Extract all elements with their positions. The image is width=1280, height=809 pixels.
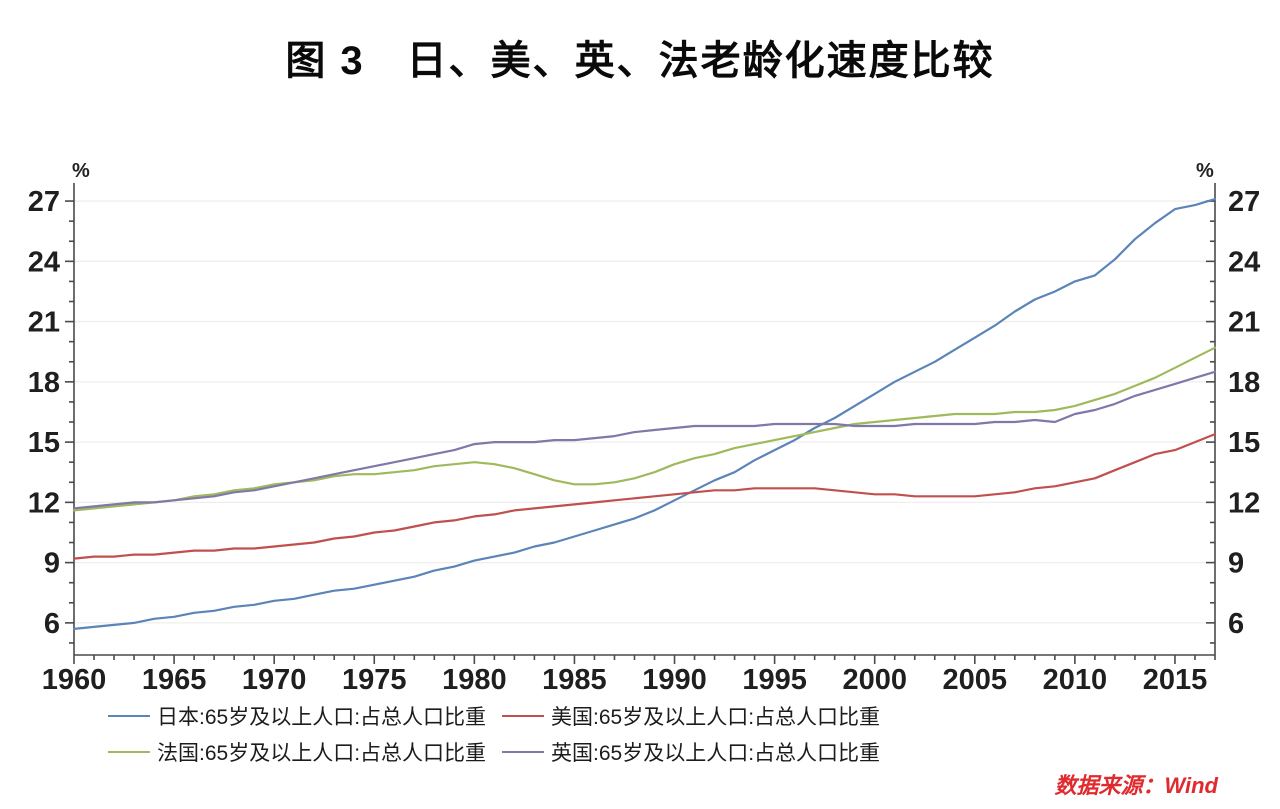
y-tick-label-left: 15 [28,427,60,459]
y-axis-unit-right: % [1196,160,1214,182]
x-tick-label: 1990 [642,664,707,696]
x-tick-label: 1960 [42,664,107,696]
y-tick-label-left: 24 [28,246,60,278]
japan-line-swatch [108,715,150,717]
y-tick-label-right: 21 [1228,307,1260,339]
x-tick-label: 2000 [842,664,907,696]
y-tick-label-left: 12 [28,487,60,519]
legend-item-uk: 英国:65岁及以上人口:占总人口比重 [502,737,880,767]
y-tick-label-left: 9 [44,548,60,580]
series-line-usa [72,433,1217,560]
x-tick-label: 2015 [1143,664,1208,696]
y-tick-label-left: 6 [44,608,60,640]
series-line-france [72,346,1217,512]
series-line-japan [72,198,1217,631]
y-tick-label-right: 18 [1228,367,1260,399]
axis-tick-labels: 6 6 9 9 12 12 15 15 18 18 21 21 24 24 27 27 1960 1965 1970… [28,186,1261,696]
x-tick-label: 1985 [542,664,607,696]
chart-title: 图 3 日、美、英、法老龄化速度比较 [285,39,995,83]
y-tick-label-left: 18 [28,367,60,399]
x-tick-label: 2005 [943,664,1008,696]
legend-item-france: 法国:65岁及以上人口:占总人口比重 [108,737,486,767]
y-axis-unit-left: % [72,160,90,182]
y-tick-label-left: 21 [28,307,60,339]
series-line-uk [72,370,1217,510]
x-tick-label: 1980 [442,664,507,696]
legend-item-usa: 美国:65岁及以上人口:占总人口比重 [502,701,880,731]
gridlines [74,200,1215,624]
legend-label-france: 法国:65岁及以上人口:占总人口比重 [157,742,487,765]
x-tick-label: 2010 [1043,664,1108,696]
x-tick-label: 1995 [742,664,807,696]
x-tick-label: 1965 [142,664,207,696]
y-tick-label-right: 6 [1228,608,1244,640]
legend-item-japan: 日本:65岁及以上人口:占总人口比重 [108,701,486,731]
x-tick-label: 1975 [342,664,407,696]
y-tick-label-right: 27 [1228,186,1260,218]
y-tick-label-right: 9 [1228,548,1244,580]
legend-label-japan: 日本:65岁及以上人口:占总人口比重 [157,706,487,729]
x-tick-label: 1970 [242,664,307,696]
legend-label-usa: 美国:65岁及以上人口:占总人口比重 [551,706,881,729]
uk-line-swatch [502,751,545,753]
data-source-note: 数据来源：Wind [1054,773,1218,798]
france-line-swatch [108,751,150,753]
legend-label-uk: 英国:65岁及以上人口:占总人口比重 [551,742,881,765]
series-lines [72,198,1217,631]
y-tick-label-right: 15 [1228,427,1260,459]
y-tick-label-right: 12 [1228,487,1260,519]
chart-legend: 日本:65岁及以上人口:占总人口比重 美国:65岁及以上人口:占总人口比重 法国… [108,701,1194,767]
usa-line-swatch [502,715,545,717]
y-tick-label-left: 27 [28,186,60,218]
axes [65,183,1216,664]
y-tick-label-right: 24 [1228,246,1260,278]
